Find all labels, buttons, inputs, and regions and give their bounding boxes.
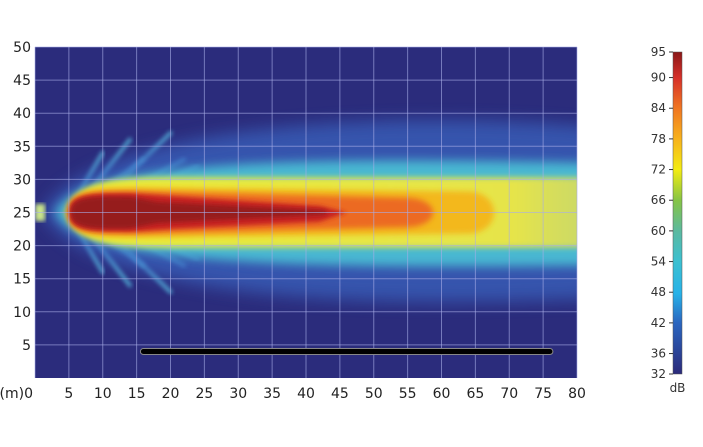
y-tick-label: 50: [13, 40, 31, 56]
y-tick-label: 40: [13, 106, 31, 122]
y-tick-label: 15: [13, 272, 31, 288]
x-tick-label: 80: [568, 386, 586, 402]
x-tick-label: 15: [128, 386, 146, 402]
colorbar-tick-label: 72: [651, 163, 666, 177]
y-tick-label: 45: [13, 73, 31, 89]
colorbar-tick-label: 54: [651, 255, 666, 269]
x-tick-label: 65: [466, 386, 484, 402]
grid: [34, 46, 578, 378]
x-axis: (m)0 5 10 15 20 25 30 35 40 45 50 55 60 65 70 75 80: [0, 386, 586, 402]
x-tick-label: 40: [297, 386, 315, 402]
x-tick-label: 45: [331, 386, 349, 402]
x-tick-label: 55: [399, 386, 417, 402]
y-tick-label: 25: [13, 206, 31, 222]
x-tick-label: 35: [263, 386, 281, 402]
colorbar-tick-label: 90: [651, 71, 666, 85]
x-tick-label: 25: [195, 386, 213, 402]
x-tick-label: 10: [94, 386, 112, 402]
y-tick-label: 5: [22, 338, 31, 354]
x-tick-label: 20: [162, 386, 180, 402]
y-tick-label: 35: [13, 139, 31, 155]
x-tick-label: 75: [534, 386, 552, 402]
colorbar-unit-label: dB: [670, 381, 686, 395]
colorbar-tick-label: 48: [651, 285, 666, 299]
x-tick-label: 50: [365, 386, 383, 402]
x-tick-label: (m)0: [0, 386, 33, 402]
x-tick-label: 30: [229, 386, 247, 402]
y-tick-label: 10: [13, 305, 31, 321]
colorbar-tick-label: 32: [651, 367, 666, 381]
colorbar: 95 90 84 78 72 66 60 54 48 42 36 32 dB: [651, 45, 686, 395]
colorbar-gradient: [672, 51, 683, 375]
x-tick-label: 70: [500, 386, 518, 402]
colorbar-tick-label: 42: [651, 316, 666, 330]
x-tick-label: 5: [64, 386, 73, 402]
y-tick-label: 20: [13, 239, 31, 255]
colorbar-tick-label: 36: [651, 347, 666, 361]
colorbar-tick-label: 78: [651, 132, 666, 146]
x-tick-label: 60: [433, 386, 451, 402]
y-axis: 5 10 15 20 25 30 35 40 45 50: [13, 40, 31, 354]
colorbar-tick-label: 60: [651, 224, 666, 238]
colorbar-tick-label: 84: [651, 101, 666, 115]
y-tick-label: 30: [13, 172, 31, 188]
colorbar-tick-label: 66: [651, 193, 666, 207]
colorbar-tick-label: 95: [651, 45, 666, 59]
